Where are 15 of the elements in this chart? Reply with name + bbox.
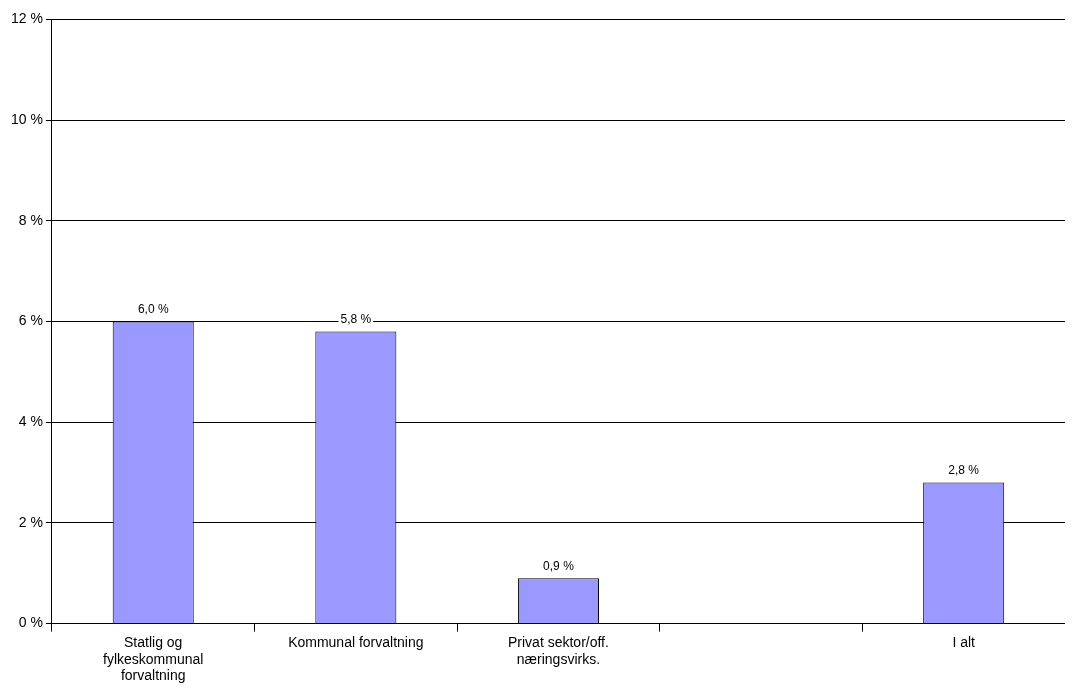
- y-tick-label: 4 %: [18, 413, 43, 430]
- x-tick-label: Statlig og fylkeskommunal forvaltning: [103, 633, 204, 684]
- x-tick-label: Privat sektor/off. næringsvirks.: [508, 633, 609, 667]
- y-tick-label: 8 %: [18, 211, 43, 228]
- y-tick-label: 6 %: [18, 312, 43, 329]
- y-tick-label: 0 %: [18, 614, 43, 631]
- x-tick-label: Kommunal forvaltning: [288, 633, 424, 650]
- data-label: 5,8 %: [340, 311, 372, 326]
- data-label: 6,0 %: [137, 301, 169, 316]
- data-label: 2,8 %: [948, 462, 980, 477]
- y-tick-label: 2 %: [18, 513, 43, 530]
- y-tick-label: 10 %: [10, 110, 43, 127]
- x-tick-label: I alt: [952, 633, 976, 650]
- y-tick-label: 12 %: [10, 10, 43, 27]
- data-label: 0,9 %: [543, 558, 575, 573]
